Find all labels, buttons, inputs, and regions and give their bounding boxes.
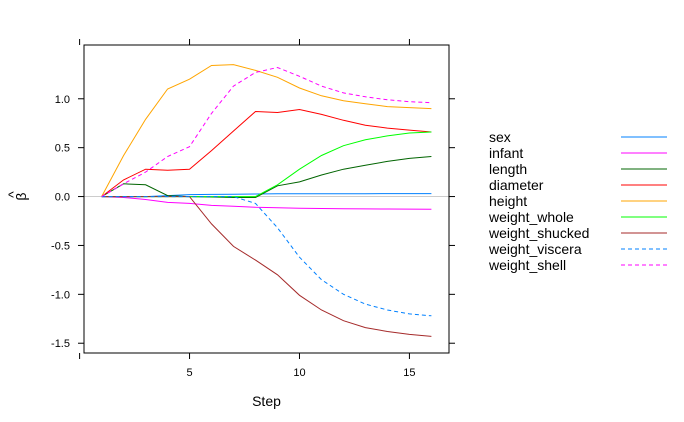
series-line-weight-viscera: [101, 196, 432, 317]
y-tick-label: -1.5: [51, 338, 70, 350]
legend-label-weight-whole: weight_whole: [488, 209, 574, 225]
series-line-weight-shucked: [101, 196, 432, 337]
series-line-length: [101, 156, 432, 198]
series-line-diameter: [101, 108, 432, 197]
legend-label-height: height: [489, 193, 527, 209]
x-tick-label: 5: [186, 367, 192, 379]
x-tick-label: 10: [293, 367, 305, 379]
y-tick-label: 0.5: [55, 143, 70, 155]
legend-label-length: length: [489, 161, 527, 177]
series-line-height: [101, 64, 432, 197]
series-lines: [101, 64, 432, 337]
y-axis-title: ^ β: [5, 191, 29, 201]
series-line-weight-whole: [101, 131, 432, 198]
legend: sexinfantlengthdiameterheightweight_whol…: [488, 129, 667, 273]
legend-label-weight-shucked: weight_shucked: [488, 225, 589, 241]
y-tick-label: -0.5: [51, 240, 70, 252]
plot-frame: [83, 44, 450, 354]
series-line-weight-shell: [101, 66, 432, 198]
legend-label-diameter: diameter: [489, 177, 544, 193]
y-tick-label: 0.0: [55, 192, 70, 204]
x-tick-label: 15: [403, 367, 415, 379]
y-tick-label: 1.0: [55, 94, 70, 106]
x-axis-title: Step: [252, 393, 281, 409]
y-tick-label: -1.0: [51, 289, 70, 301]
legend-label-sex: sex: [489, 129, 511, 145]
legend-label-infant: infant: [489, 145, 523, 161]
legend-label-weight-viscera: weight_viscera: [488, 241, 582, 257]
y-axis-ticks: -1.5 -1.0 -0.5 0.0 0.5 1.0: [51, 94, 455, 350]
x-axis-ticks: 5 10 15: [79, 39, 416, 379]
series-line-infant: [101, 196, 432, 210]
legend-label-weight-shell: weight_shell: [488, 257, 566, 273]
y-axis-title-accent: ^: [5, 191, 21, 198]
y-axis-title-symbol: β: [13, 193, 29, 201]
